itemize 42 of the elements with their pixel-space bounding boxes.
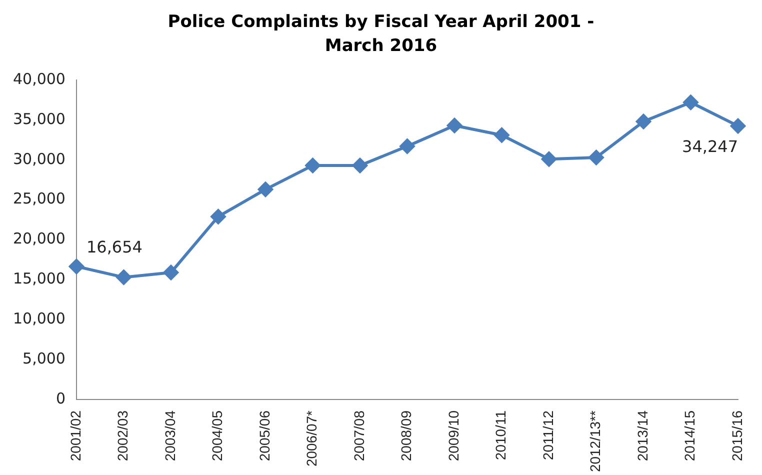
x-tick-label: 2013/14 [634,410,650,462]
x-tick-label: 2011/12 [540,410,556,460]
data-label: 34,247 [682,136,738,156]
x-tick-label: 2007/08 [350,410,367,462]
point [352,158,368,173]
x-tick-label: 2001/02 [67,410,84,462]
x-tick-label: 2003/04 [162,410,178,462]
point [210,209,226,224]
y-tick-label: 20,000 [12,230,66,248]
x-tick-label: 2008/09 [398,410,414,462]
point [163,264,178,280]
y-tick-label: 5,000 [22,349,66,368]
x-tick-label: 2009/10 [445,410,462,462]
y-tick-label: 10,000 [12,310,66,328]
x-tick-label: 2014/15 [682,410,698,462]
x-tick-label: 2015/16 [728,410,745,462]
point [541,152,556,167]
point [400,138,415,154]
y-tick-label: 0 [56,389,66,408]
point [683,94,698,110]
point [588,150,604,165]
data-label: 16,654 [86,237,142,256]
x-tick-label: 2002/03 [114,410,131,462]
x-tick-label: 2004/05 [209,410,226,462]
point [446,118,462,134]
y-tick-label: 25,000 [12,190,66,208]
point [494,128,510,143]
y-tick-label: 35,000 [12,110,66,128]
x-tick-label: 2006/07* [304,410,320,467]
point [730,118,746,134]
x-tick-label: 2005/06 [256,410,272,462]
y-tick-label: 30,000 [12,150,66,168]
x-tick-label: 2012/13** [587,410,604,472]
point [116,270,132,285]
point [305,158,320,173]
y-tick-label: 40,000 [12,70,66,88]
y-tick-label: 15,000 [12,270,66,288]
point [68,258,84,274]
x-tick-label: 2010/11 [492,410,509,460]
chart-title: Police Complaints by Fiscal Year April 2001 - March 2016 [166,11,596,58]
point [636,114,651,130]
point [258,182,273,197]
